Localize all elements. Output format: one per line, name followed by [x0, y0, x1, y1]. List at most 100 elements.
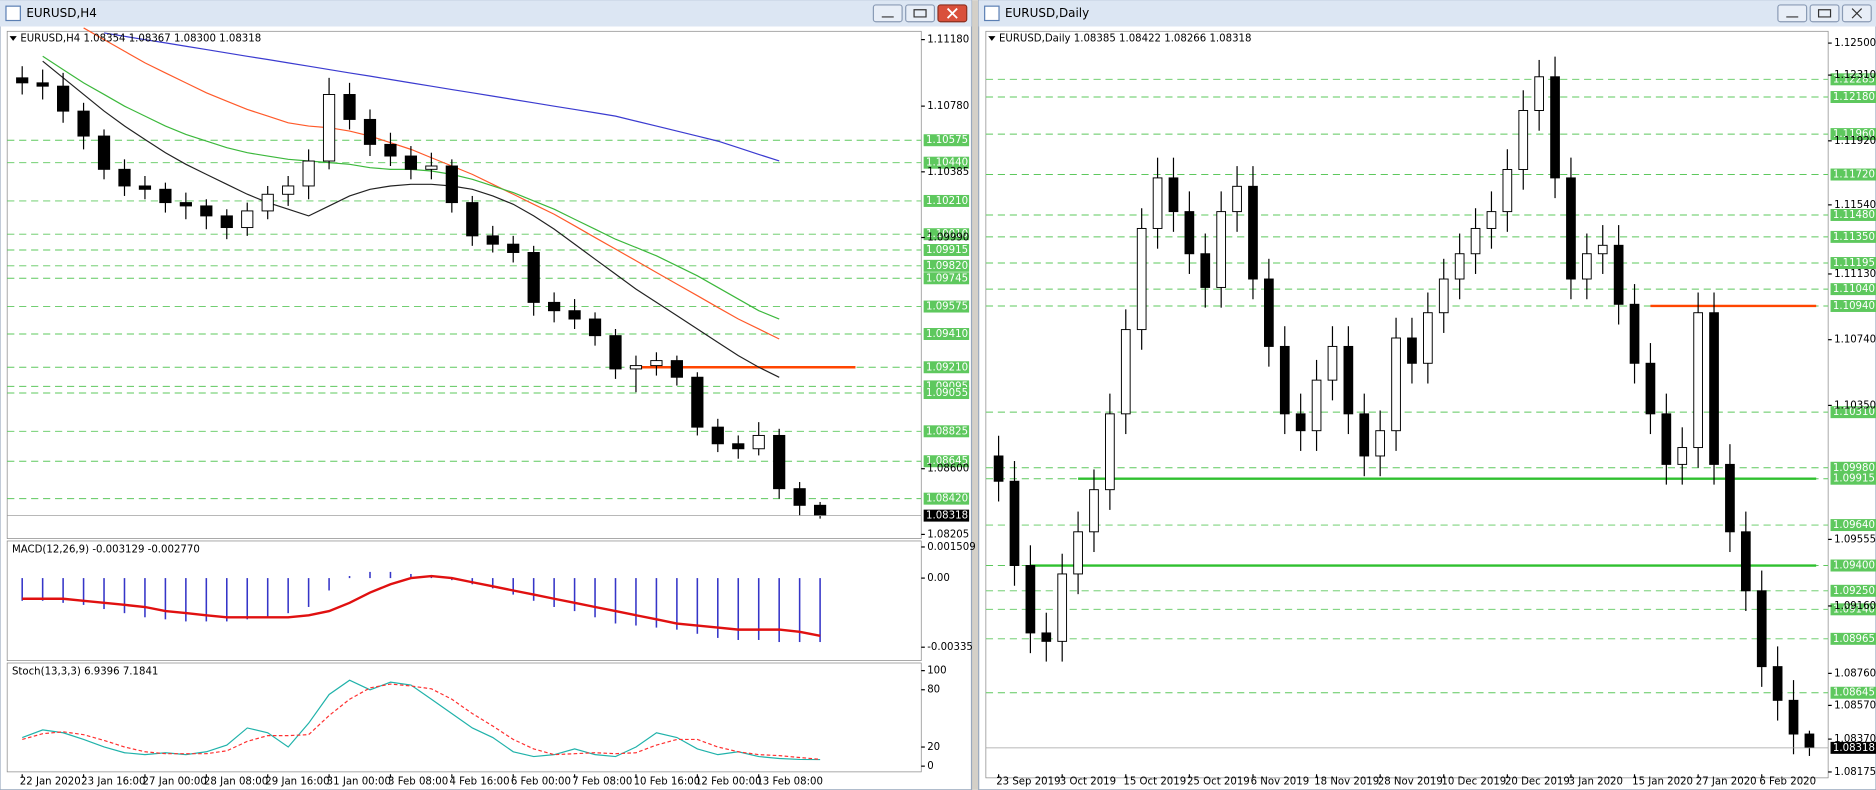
- window-title: EURUSD,Daily: [1005, 6, 1089, 20]
- candle-body: [1581, 253, 1592, 280]
- candle-body: [425, 165, 438, 170]
- candle-body: [1089, 489, 1099, 533]
- candle-body: [1645, 362, 1656, 415]
- candle-body: [118, 168, 131, 187]
- x-tick-label: 18 Nov 2019: [1314, 776, 1379, 787]
- level-label: 1.12285: [1833, 74, 1875, 85]
- minimize-button[interactable]: [1777, 4, 1808, 23]
- level-tag: [923, 425, 970, 438]
- candle-body: [1359, 413, 1370, 457]
- maximize-button[interactable]: [1809, 4, 1840, 23]
- y-tick-label: 1.12500: [1834, 38, 1876, 49]
- y-tick-label: 20: [927, 742, 940, 753]
- y-tick-label: 1.11920: [1834, 136, 1876, 147]
- y-tick-label: 1.08205: [927, 529, 969, 540]
- candle-body: [1597, 244, 1608, 255]
- level-label: 1.09915: [1833, 474, 1875, 485]
- x-tick-label: 6 Feb 2020: [1759, 776, 1816, 787]
- x-tick-label: 4 Feb 16:00: [449, 776, 509, 787]
- y-tick-label: 1.09555: [1834, 534, 1876, 545]
- stoch-signal: [22, 683, 821, 760]
- level-label: 1.10010: [926, 229, 968, 240]
- level-label: 1.08825: [926, 426, 968, 437]
- x-tick-label: 10 Dec 2019: [1441, 776, 1506, 787]
- candle-body: [1693, 312, 1703, 449]
- macd-panel: [6, 540, 922, 661]
- candle-body: [1804, 733, 1815, 749]
- level-label: 1.10310: [1833, 407, 1875, 418]
- maximize-button[interactable]: [905, 4, 936, 23]
- level-tag: [923, 259, 970, 272]
- level-label: 1.09250: [1833, 586, 1875, 597]
- x-tick-label: 23 Sep 2019: [996, 776, 1060, 787]
- level-tag: [1830, 300, 1876, 312]
- moving-average: [42, 60, 780, 378]
- level-tag: [1830, 128, 1876, 141]
- y-tick-label: 1.10780: [927, 101, 969, 112]
- candle-body: [691, 376, 704, 428]
- level-tag: [1830, 472, 1876, 485]
- candle-body: [588, 318, 602, 337]
- candle-body: [1375, 430, 1386, 457]
- level-tag: [1830, 559, 1876, 572]
- level-tag: [1830, 632, 1876, 645]
- y-tick-label: 1.11540: [1834, 200, 1876, 211]
- candle-body: [1677, 447, 1688, 465]
- y-tick-label: 1.12310: [1834, 70, 1876, 81]
- level-tag: [923, 328, 970, 340]
- candle-body: [773, 434, 786, 490]
- y-tick-label: 1.08600: [927, 464, 969, 475]
- level-label: 1.12180: [1833, 92, 1875, 103]
- candle-body: [670, 360, 683, 378]
- candle-body: [1502, 168, 1513, 213]
- level-tag: [1830, 73, 1876, 86]
- level-tag: [923, 455, 970, 468]
- level-label: 1.08645: [926, 456, 968, 467]
- y-tick-label: -0.00335: [927, 642, 973, 653]
- minimize-button[interactable]: [872, 4, 903, 23]
- level-tag: [1830, 91, 1876, 103]
- y-tick-label: 100: [927, 666, 946, 677]
- candle-body: [1470, 227, 1481, 255]
- candle-body: [568, 310, 581, 320]
- candle-body: [1168, 177, 1179, 213]
- last-price-label: 1.08318: [926, 511, 968, 522]
- candle-body: [1438, 278, 1449, 314]
- candle-body: [813, 504, 827, 516]
- level-label: 1.11195: [1833, 258, 1875, 269]
- candle-body: [282, 185, 295, 195]
- last-price-label: 1.08318: [1833, 743, 1875, 754]
- candle-body: [1423, 312, 1433, 364]
- y-tick-label: 1.11130: [1834, 269, 1876, 280]
- candle-body: [1232, 185, 1242, 213]
- y-tick-label: 1.09160: [1834, 601, 1876, 612]
- close-glyph: [946, 7, 958, 19]
- candle-body: [466, 202, 479, 237]
- level-tag: [1830, 686, 1876, 699]
- x-tick-label: 20 Dec 2019: [1505, 776, 1570, 787]
- y-tick-label: 0: [927, 761, 933, 772]
- level-tag: [1830, 283, 1876, 296]
- x-tick-label: 25 Oct 2019: [1187, 776, 1250, 787]
- candle-body: [1566, 177, 1576, 280]
- candle-body: [1772, 666, 1783, 701]
- x-tick-label: 3 Jan 2020: [1569, 776, 1623, 787]
- y-tick-label: 0.001509: [927, 542, 975, 553]
- y-tick-label: 0.00: [927, 573, 950, 584]
- level-tag: [1830, 406, 1876, 419]
- candle-body: [1629, 303, 1640, 364]
- last-price-tag: [923, 509, 970, 522]
- x-tick-label: 28 Nov 2019: [1378, 776, 1443, 787]
- candle-body: [1454, 253, 1465, 280]
- level-label: 1.09140: [1833, 604, 1875, 615]
- level-label: 1.11350: [1833, 232, 1875, 243]
- candle-body: [732, 443, 745, 450]
- candle-body: [343, 94, 356, 120]
- candle-body: [1407, 337, 1417, 364]
- y-tick-label: 1.11180: [927, 35, 969, 46]
- candle-body: [1788, 699, 1799, 735]
- level-tag: [923, 272, 970, 285]
- candle-body: [384, 143, 397, 157]
